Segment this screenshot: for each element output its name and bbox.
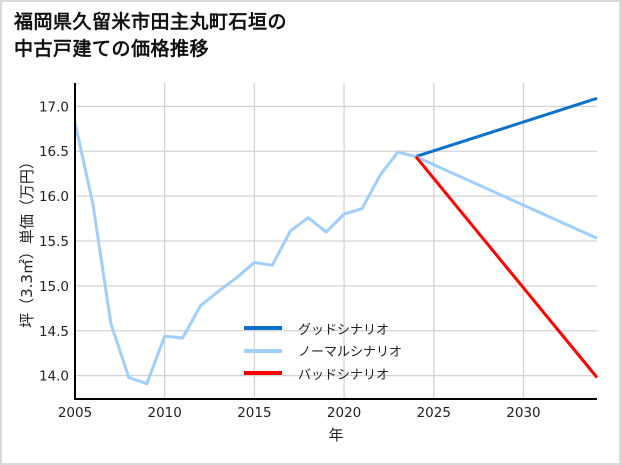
x-axis-ticks: 2005 2010 2015 2020 2025 2030 — [58, 405, 541, 421]
legend-label-bad: バッドシナリオ — [298, 367, 390, 383]
series-line-good — [415, 96, 598, 159]
grid-lines — [74, 83, 597, 399]
legend-swatch-good — [244, 326, 282, 331]
series-lines — [73, 96, 599, 386]
legend-item-normal: ノーマルシナリオ — [244, 340, 402, 363]
legend-label-normal: ノーマルシナリオ — [298, 345, 403, 361]
x-tick-label: 2025 — [417, 405, 451, 421]
y-tick-label: 15.5 — [39, 234, 69, 250]
series-line-bad — [414, 155, 599, 379]
y-axis-label: 坪（3.3㎡）単価（万円） — [18, 154, 36, 328]
chart-title: 福岡県久留米市田主丸町石垣の 中古戸建ての価格推移 — [14, 9, 287, 63]
y-tick-label: 14.5 — [39, 324, 69, 340]
series-line-normal — [73, 122, 598, 386]
chart-title-line-1: 福岡県久留米市田主丸町石垣の — [14, 11, 288, 33]
y-axis-ticks: 14.0 14.5 15.0 15.5 16.0 16.5 17.0 — [39, 99, 69, 384]
legend-item-good: グッドシナリオ — [244, 317, 402, 340]
x-tick-label: 2020 — [327, 405, 361, 421]
y-tick-label: 14.0 — [39, 369, 69, 385]
chart-title-line-2: 中古戸建ての価格推移 — [14, 38, 210, 60]
y-tick-label: 16.0 — [39, 189, 69, 205]
x-tick-label: 2005 — [58, 405, 92, 421]
y-tick-label: 15.0 — [39, 279, 69, 295]
legend-swatch-normal — [244, 348, 282, 353]
legend-label-good: グッドシナリオ — [298, 322, 390, 338]
x-tick-label: 2015 — [237, 405, 271, 421]
legend-item-bad: バッドシナリオ — [244, 362, 402, 385]
axes — [74, 83, 597, 400]
y-tick-label: 16.5 — [39, 144, 69, 160]
y-tick-label: 17.0 — [39, 99, 69, 115]
legend: グッドシナリオ ノーマルシナリオ バッドシナリオ — [244, 317, 402, 385]
legend-swatch-bad — [244, 371, 282, 376]
x-axis-label: 年 — [328, 426, 343, 444]
x-tick-label: 2030 — [506, 405, 540, 421]
x-tick-label: 2010 — [148, 405, 182, 421]
